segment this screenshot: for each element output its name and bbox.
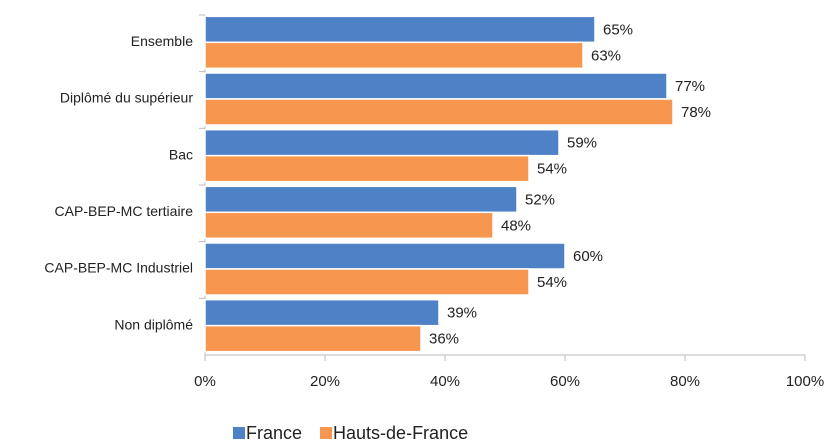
y-tick-label: Non diplômé: [114, 316, 193, 332]
x-tick-label: 60%: [550, 373, 580, 390]
value-label: 48%: [501, 217, 531, 234]
y-tick-label: Diplômé du supérieur: [60, 90, 193, 106]
value-label: 60%: [573, 248, 603, 265]
bar: [204, 15, 596, 44]
x-tick-label: 40%: [430, 373, 460, 390]
value-label: 59%: [567, 135, 597, 152]
legend-label: France: [246, 423, 302, 442]
y-tick-label: Bac: [169, 146, 193, 162]
legend-swatch: [320, 427, 333, 439]
value-label: 54%: [537, 161, 567, 178]
bar: [204, 298, 440, 327]
bar: [204, 324, 422, 353]
bar: [204, 268, 530, 296]
y-tick-label: Ensemble: [131, 33, 193, 49]
value-label: 65%: [603, 21, 633, 38]
bar: [204, 211, 494, 240]
bar: [204, 242, 566, 270]
x-tick-label: 20%: [310, 373, 340, 390]
bar: [204, 41, 584, 70]
y-tick-label: CAP-BEP-MC tertiaire: [55, 203, 194, 219]
bar: [204, 72, 668, 100]
value-label: 78%: [681, 104, 711, 121]
bar: [204, 98, 674, 126]
y-tick-label: CAP-BEP-MC Industriel: [44, 260, 193, 276]
bar: [204, 128, 560, 157]
value-label: 54%: [537, 274, 567, 291]
bar: [204, 185, 518, 214]
x-tick-label: 100%: [786, 373, 824, 390]
bar: [204, 154, 530, 183]
value-label: 36%: [429, 331, 459, 348]
value-label: 39%: [447, 305, 477, 322]
value-label: 77%: [675, 78, 705, 95]
x-tick-label: 80%: [670, 373, 700, 390]
value-label: 63%: [591, 47, 621, 64]
legend-label: Hauts-de-France: [333, 423, 468, 442]
value-label: 52%: [525, 191, 555, 208]
x-tick-label: 0%: [194, 373, 216, 390]
legend-swatch: [233, 427, 245, 439]
